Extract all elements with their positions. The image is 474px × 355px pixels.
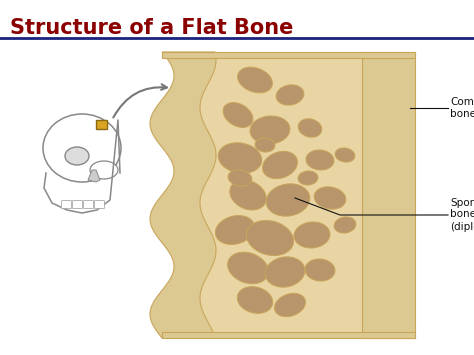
- Ellipse shape: [306, 150, 334, 170]
- Ellipse shape: [215, 215, 255, 245]
- Polygon shape: [162, 332, 415, 338]
- Ellipse shape: [228, 170, 252, 186]
- Ellipse shape: [314, 187, 346, 209]
- Ellipse shape: [266, 184, 310, 216]
- Polygon shape: [150, 52, 216, 338]
- FancyBboxPatch shape: [83, 201, 93, 208]
- Ellipse shape: [294, 222, 330, 248]
- Ellipse shape: [274, 293, 306, 317]
- Ellipse shape: [237, 67, 273, 93]
- Ellipse shape: [43, 114, 121, 182]
- Polygon shape: [362, 52, 415, 338]
- Ellipse shape: [246, 220, 293, 256]
- Ellipse shape: [90, 161, 118, 179]
- Ellipse shape: [255, 138, 275, 152]
- Ellipse shape: [223, 103, 253, 127]
- FancyBboxPatch shape: [62, 201, 72, 208]
- Ellipse shape: [298, 119, 322, 137]
- Ellipse shape: [237, 286, 273, 313]
- Ellipse shape: [265, 257, 305, 287]
- Polygon shape: [200, 52, 362, 338]
- Ellipse shape: [263, 151, 298, 179]
- Ellipse shape: [305, 259, 335, 281]
- Text: Structure of a Flat Bone: Structure of a Flat Bone: [10, 18, 293, 38]
- Text: Compact
bone: Compact bone: [450, 97, 474, 119]
- Polygon shape: [162, 52, 415, 58]
- Ellipse shape: [218, 143, 262, 173]
- Ellipse shape: [276, 85, 304, 105]
- FancyBboxPatch shape: [73, 201, 82, 208]
- Ellipse shape: [335, 148, 355, 162]
- Polygon shape: [88, 170, 100, 182]
- FancyBboxPatch shape: [96, 120, 107, 129]
- Ellipse shape: [228, 252, 268, 284]
- Ellipse shape: [334, 217, 356, 233]
- Ellipse shape: [230, 180, 266, 210]
- Text: Spongy
bone
(diploé): Spongy bone (diploé): [450, 198, 474, 232]
- FancyBboxPatch shape: [94, 201, 104, 208]
- Ellipse shape: [250, 116, 290, 144]
- Ellipse shape: [65, 147, 89, 165]
- Ellipse shape: [298, 171, 318, 185]
